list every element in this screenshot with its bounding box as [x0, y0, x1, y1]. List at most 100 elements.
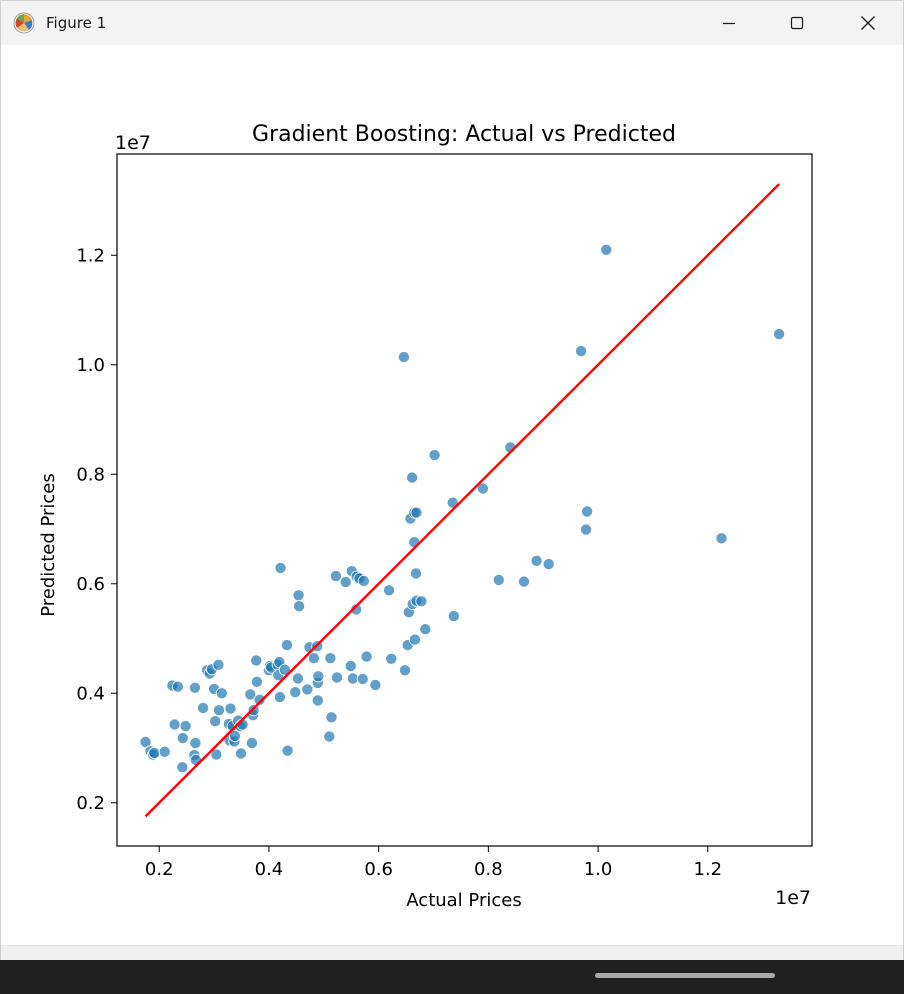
scatter-point	[398, 664, 411, 677]
scatter-point	[447, 610, 460, 623]
x-tick-label: 0.2	[145, 859, 174, 880]
scatter-point	[600, 243, 613, 256]
scatter-point	[212, 658, 225, 671]
scatter-point	[301, 683, 314, 696]
scatter-point	[324, 652, 337, 665]
scatter-point	[344, 659, 357, 672]
maximize-button[interactable]	[773, 1, 821, 45]
scatter-point	[189, 737, 202, 750]
scatter-point	[224, 702, 237, 715]
x-axis-label: Actual Prices	[406, 890, 521, 911]
plot-area-frame	[116, 153, 813, 847]
scatter-point	[339, 576, 352, 589]
minimize-button[interactable]	[705, 1, 753, 45]
scatter-point	[281, 744, 294, 757]
scatter-point	[415, 595, 428, 608]
scatter-point	[158, 745, 171, 758]
reference-line	[144, 183, 780, 818]
scatter-point	[409, 567, 422, 580]
scatter-point	[244, 688, 257, 701]
scatter-point	[406, 471, 419, 484]
scatter-point	[428, 449, 441, 462]
scatter-point	[291, 672, 304, 685]
scatter-point	[369, 679, 382, 692]
close-button[interactable]	[844, 1, 892, 45]
scatter-point	[408, 633, 421, 646]
scatter-point	[179, 720, 192, 733]
y-tick-label: 0.4	[76, 683, 105, 704]
scatter-point	[289, 686, 302, 699]
chart-title: Gradient Boosting: Actual vs Predicted	[252, 122, 676, 147]
scatter-point	[278, 663, 291, 676]
matplotlib-logo-icon	[13, 12, 35, 34]
scatter-point	[419, 623, 432, 636]
figure-canvas: Gradient Boosting: Actual vs Predicted 1…	[1, 45, 903, 945]
x-tick-label: 0.6	[364, 859, 393, 880]
scatter-point	[410, 506, 423, 519]
scatter-point	[329, 570, 342, 583]
scatter-point	[492, 573, 505, 586]
y-offset-label: 1e7	[115, 132, 151, 154]
scatter-point	[245, 737, 258, 750]
scatter-point	[189, 754, 202, 767]
scatter-chart: Gradient Boosting: Actual vs Predicted 1…	[38, 122, 813, 911]
scatter-point	[307, 652, 320, 665]
x-tick-label: 1.0	[584, 859, 613, 880]
scatter-point	[357, 575, 370, 588]
scatter-point	[273, 691, 286, 704]
reference-line-group	[144, 183, 780, 818]
scatter-point	[581, 505, 594, 518]
scatter-points	[139, 243, 786, 774]
figure-window: Figure 1 Gradient Boosting: Actual vs Pr…	[0, 0, 904, 961]
scatter-point	[228, 730, 241, 743]
scatter-point	[139, 736, 152, 749]
scatter-point	[274, 561, 287, 574]
scatter-point	[171, 680, 184, 693]
y-tick-label: 0.8	[76, 464, 105, 485]
scatter-point	[250, 675, 263, 688]
scatter-point	[476, 482, 489, 495]
scatter-point	[197, 702, 210, 715]
close-icon	[861, 16, 875, 30]
minimize-icon	[723, 22, 735, 25]
scatter-point	[212, 704, 225, 717]
scatter-point	[188, 681, 201, 694]
scatter-point	[360, 650, 373, 663]
figure-toolbar	[1, 945, 903, 961]
scatter-point	[215, 687, 228, 700]
y-tick-label: 1.2	[76, 245, 105, 266]
scatter-point	[323, 730, 336, 743]
scatter-point	[312, 670, 325, 683]
scatter-point	[385, 652, 398, 665]
scatter-point	[356, 673, 369, 686]
scatter-point	[542, 558, 555, 571]
scatter-point	[292, 589, 305, 602]
scatter-point	[168, 718, 181, 731]
x-offset-label: 1e7	[775, 887, 811, 909]
scatter-point	[280, 639, 293, 652]
scatter-point	[210, 748, 223, 761]
x-tick-label: 0.4	[255, 859, 284, 880]
home-indicator	[595, 973, 775, 978]
title-bar[interactable]: Figure 1	[1, 1, 903, 45]
scatter-point	[209, 715, 222, 728]
scatter-point	[575, 345, 588, 358]
y-tick-label: 0.2	[76, 793, 105, 814]
maximize-icon	[790, 16, 804, 30]
scatter-point	[580, 523, 593, 536]
scatter-point	[773, 328, 786, 341]
x-tick-label: 0.8	[474, 859, 503, 880]
window-title: Figure 1	[46, 14, 107, 32]
scatter-point	[408, 536, 421, 549]
scatter-point	[518, 575, 531, 588]
scatter-point	[383, 584, 396, 597]
axis-ticks: 0.2 0.4 0.6 0.8 1.0 1.2 0.2 0.4 0.6 0.8 1.0 1.2	[76, 245, 722, 880]
scatter-point	[325, 711, 338, 724]
scatter-point	[311, 694, 324, 707]
scatter-point	[234, 747, 247, 760]
scatter-point	[148, 746, 161, 759]
scatter-point	[530, 554, 543, 567]
x-tick-label: 1.2	[693, 859, 722, 880]
scatter-point	[250, 654, 263, 667]
scatter-point	[330, 671, 343, 684]
